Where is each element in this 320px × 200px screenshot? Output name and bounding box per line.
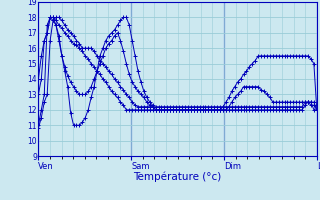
X-axis label: Température (°c): Température (°c) xyxy=(133,172,222,182)
